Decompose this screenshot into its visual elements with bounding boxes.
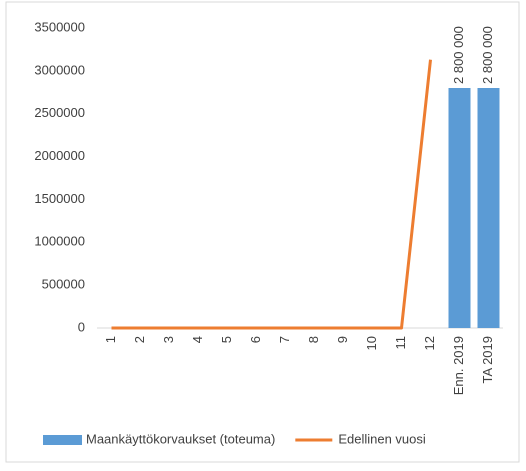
x-tick-label: TA 2019 [480,336,495,383]
legend-swatch [43,435,82,445]
y-tick-label: 1500000 [34,191,85,206]
bar [477,88,500,328]
chart-frame [5,1,520,463]
x-tick-label: 12 [422,336,437,350]
y-tick-label: 0 [78,319,85,334]
x-tick-label: 1 [103,336,118,343]
legend-label: Maankäyttökorvaukset (toteuma) [86,431,275,446]
x-tick-label: 5 [219,336,234,343]
x-tick-label: Enn. 2019 [451,336,466,395]
x-tick-label: 8 [306,336,321,343]
line [111,59,432,330]
y-tick-label: 2000000 [34,148,85,163]
x-tick-label: 9 [335,336,350,343]
x-tick-label: 11 [393,336,408,350]
y-tick-label: 1000000 [34,234,85,249]
x-tick-label: 10 [364,336,379,350]
x-tick-label: 2 [132,336,147,343]
x-tick-label: 7 [277,336,292,343]
y-tick-label: 2500000 [34,105,85,120]
bar [448,88,471,328]
y-tick-label: 3000000 [34,62,85,77]
y-tick-label: 3500000 [34,19,85,34]
legend-label: Edellinen vuosi [338,431,426,446]
value-label: 2 800 000 [480,26,495,84]
x-tick-label: 3 [161,336,176,343]
y-tick-label: 500000 [42,277,85,292]
x-tick-label: 6 [248,336,263,343]
x-tick-label: 4 [190,336,205,343]
value-label: 2 800 000 [451,26,466,84]
